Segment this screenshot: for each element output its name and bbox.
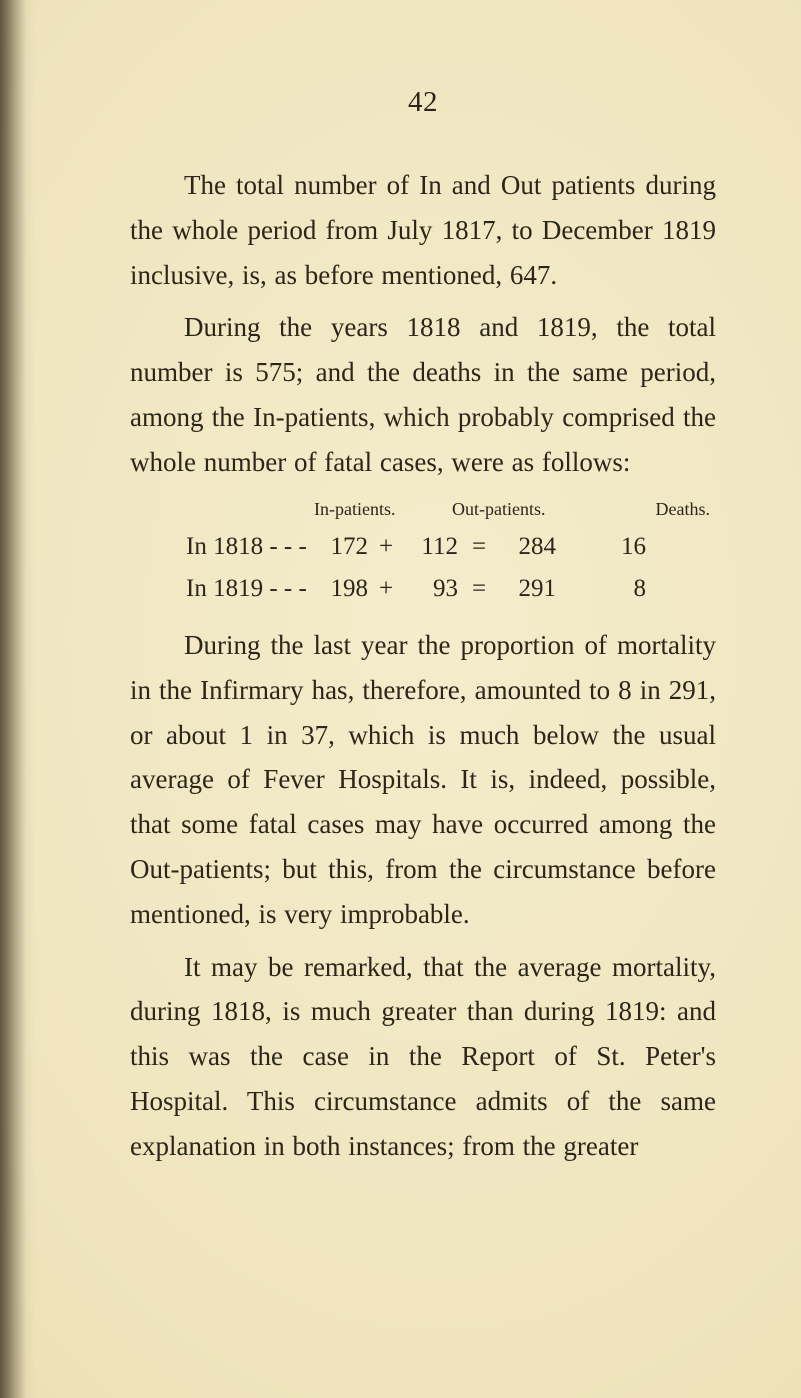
- row-plus: +: [368, 568, 404, 609]
- row-equals: =: [458, 526, 500, 567]
- table-row: In 1818 - - - 172 + 112 = 284 16: [186, 526, 716, 567]
- table-row: In 1819 - - - 198 + 93 = 291 8: [186, 568, 716, 609]
- page-number: 42: [130, 86, 716, 119]
- row-deaths: 8: [556, 568, 646, 609]
- row-outpatients: 93: [404, 568, 458, 609]
- header-outpatients: Out-patients.: [452, 495, 620, 525]
- row-inpatients: 198: [314, 568, 368, 609]
- paragraph-4: It may be remarked, that the average mor…: [130, 945, 716, 1169]
- row-deaths: 16: [556, 526, 646, 567]
- row-label: In 1819 - - -: [186, 568, 314, 609]
- row-inpatients: 172: [314, 526, 368, 567]
- header-spacer: [186, 495, 314, 525]
- binding-shadow: [0, 0, 26, 1398]
- paragraph-1: The total number of In and Out patients …: [130, 163, 716, 297]
- header-deaths: Deaths.: [620, 495, 710, 525]
- paragraph-3: During the last year the proportion of m…: [130, 623, 716, 937]
- row-outpatients: 112: [404, 526, 458, 567]
- table-header-row: In-patients. Out-patients. Deaths.: [186, 495, 716, 525]
- paragraph-2: During the years 1818 and 1819, the tota…: [130, 305, 716, 484]
- row-total: 291: [500, 568, 556, 609]
- row-equals: =: [458, 568, 500, 609]
- row-plus: +: [368, 526, 404, 567]
- mortality-table: In-patients. Out-patients. Deaths. In 18…: [186, 495, 716, 609]
- header-inpatients: In-patients.: [314, 495, 452, 525]
- scanned-page: 42 The total number of In and Out patien…: [0, 0, 801, 1398]
- row-total: 284: [500, 526, 556, 567]
- row-label: In 1818 - - -: [186, 526, 314, 567]
